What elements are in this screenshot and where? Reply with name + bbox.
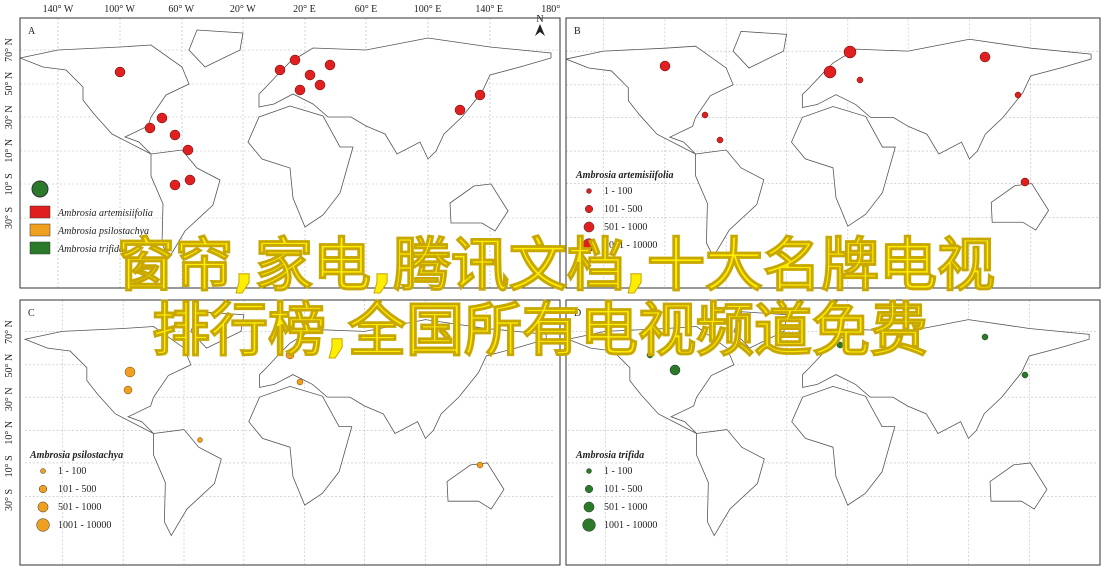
legend-symbol [584,484,594,494]
lat-label: 30° N [4,105,15,129]
overlay-text: 窗帘,家电,腾讯文档,十大名牌电视 [117,231,995,299]
lat-label: 50° N [4,72,15,96]
legend-label: 1001 - 10000 [604,520,657,531]
legend-label: Ambrosia trifida [57,244,124,255]
lat-label: 10° S [4,173,15,195]
legend-swatch [29,205,51,219]
legend-symbol [583,501,595,513]
lat-label: 50° N [4,354,15,378]
legend-symbol [582,518,596,532]
legend-symbol [36,518,50,532]
north-label: N [536,14,543,25]
lon-label: 140° E [475,4,503,15]
legend-label: 1001 - 10000 [604,240,657,251]
panel-frame [19,299,561,566]
lat-label: 70° N [4,320,15,344]
legend-swatch [29,241,51,255]
lon-label: 100° E [414,4,442,15]
panel-frame [19,17,561,289]
legend-symbol [582,238,596,252]
legend-label: 501 - 1000 [58,502,101,513]
legend-label: 501 - 1000 [604,222,647,233]
lon-label: 20° W [230,4,256,15]
lat-label: 30° S [4,207,15,229]
legend-label: Ambrosia psilostachya [57,226,149,237]
lat-label: 30° S [4,489,15,511]
lat-label: 30° N [4,387,15,411]
legend-label: 1001 - 10000 [58,520,111,531]
panel-letter: C [28,308,35,319]
legend-swatch [29,223,51,237]
panel-letter: A [28,26,36,37]
legend-label: 101 - 500 [604,484,642,495]
panel-letter: D [574,308,581,319]
lon-label: 60° W [168,4,194,15]
legend-symbol [584,204,594,214]
legend-title: Ambrosia artemisiifolia [575,170,674,181]
north-arrow [535,24,545,36]
lon-label: 180° [541,4,560,15]
legend-title: Ambrosia psilostachya [29,450,123,461]
legend-symbol [37,501,49,513]
lon-label: 140° W [43,4,74,15]
pie-icon [31,180,49,198]
legend-label: 1 - 100 [58,466,86,477]
legend-symbol [38,484,48,494]
lat-label: 10° S [4,455,15,477]
legend-title: Ambrosia trifida [575,450,644,461]
legend-label: 501 - 1000 [604,502,647,513]
occurrences-c [123,350,484,469]
legend-symbol [586,468,592,474]
panel-frame [565,17,1101,289]
legend-label: 1 - 100 [604,466,632,477]
occurrences-d [646,333,1029,379]
legend-label: 1 - 100 [604,186,632,197]
legend-label: 101 - 500 [58,484,96,495]
lon-label: 20° E [293,4,316,15]
legend-symbol [583,221,595,233]
occurrences-a [114,54,486,191]
legend-label: Ambrosia artemisiifolia [57,208,153,219]
panel-letter: B [574,26,581,37]
lat-label: 70° N [4,38,15,62]
lon-label: 100° W [104,4,135,15]
lon-label: 60° E [355,4,378,15]
legend-label: 101 - 500 [604,204,642,215]
legend-symbol [586,188,592,194]
lat-label: 10° N [4,139,15,163]
occurrences-b [659,45,1030,187]
panel-frame [565,299,1101,566]
lat-label: 10° N [4,421,15,445]
overlay-text: 排行榜,全国所有电视频道免费 [152,296,928,364]
legend-symbol [40,468,46,474]
